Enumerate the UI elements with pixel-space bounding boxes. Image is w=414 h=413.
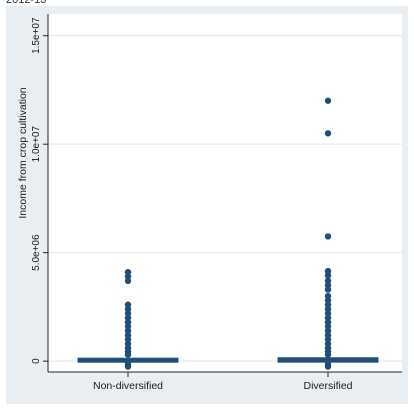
outlier-point [324, 286, 332, 293]
outlier-point [324, 130, 332, 137]
y-tick-label: 1.0e+07 [31, 126, 42, 163]
outlier-point [124, 277, 132, 285]
y-axis-label: Income from crop cultivation [17, 87, 29, 218]
y-tick-label: 1.5e+07 [31, 17, 42, 54]
y-tick-label: 0 [31, 358, 42, 364]
outlier-point [324, 272, 332, 279]
outlier-point [324, 351, 332, 358]
plot-area [48, 14, 402, 372]
clipped-header-text: 2012-13 [6, 0, 47, 6]
outlier-point [124, 363, 132, 370]
x-tick-label: Diversified [303, 380, 352, 392]
outlier-point [124, 351, 132, 358]
outlier-point [324, 233, 332, 240]
y-tick-label: 5.0e+06 [31, 234, 42, 271]
outlier-point [324, 97, 332, 104]
outlier-point [324, 363, 332, 370]
x-tick-label: Non-diversified [93, 380, 163, 392]
